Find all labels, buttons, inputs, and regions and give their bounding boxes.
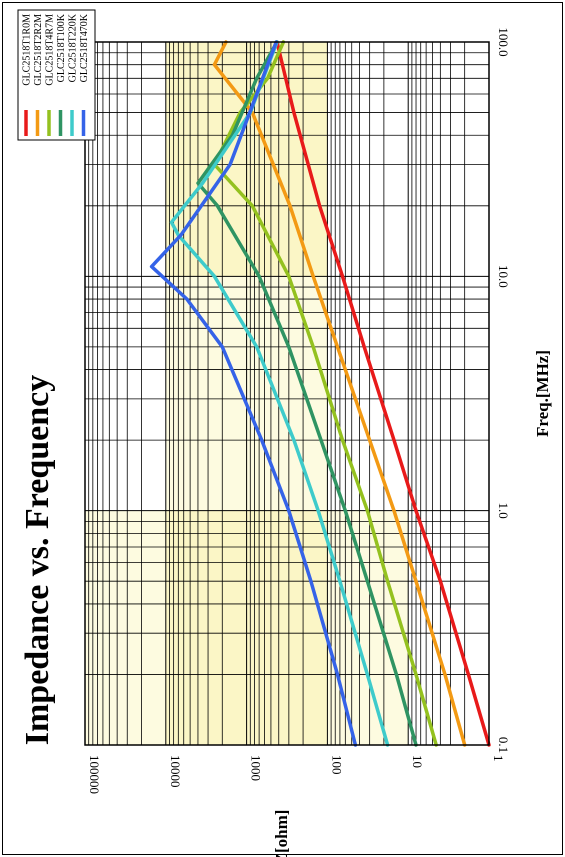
y-tick-label: 100 xyxy=(329,755,344,775)
x-tick-labels: 0.1 1.0 10.0 100.0 xyxy=(496,27,511,753)
series-line-glc2518t220k xyxy=(169,40,390,747)
y-tick-label: 100000 xyxy=(87,755,102,794)
chart-title: Impedance vs. Frequency xyxy=(19,375,56,746)
plot-border xyxy=(84,41,490,746)
y-tick-labels: 1 10 100 1000 10000 100000 xyxy=(87,755,506,794)
x-tick-label: 100.0 xyxy=(496,27,511,56)
series-line-glc2518t470k xyxy=(149,40,358,747)
series-line-glc2518t1r0m xyxy=(275,40,491,747)
y-tick-label: 10 xyxy=(410,755,425,768)
legend-label: GLC2518T4R7M xyxy=(45,14,56,86)
series-line-glc2518t2r2m xyxy=(212,40,467,747)
x-tick-label: 10.0 xyxy=(496,265,511,288)
x-tick-label: 1.0 xyxy=(496,503,511,519)
y-axis-title: Z[ohm] xyxy=(272,810,291,857)
legend-label: GLC2518T2R2M xyxy=(33,14,44,86)
series-lines xyxy=(149,40,491,747)
grid-lines xyxy=(85,42,490,746)
x-axis-title: Freq.[MHz] xyxy=(533,350,552,437)
legend-label: GLC2518T470K xyxy=(79,13,90,82)
y-tick-label: 10000 xyxy=(168,755,183,788)
legend: GLC2518T1R0M GLC2518T2R2M GLC2518T4R7M GLC2… xyxy=(17,9,96,141)
series-line-glc2518t100k xyxy=(196,40,418,747)
legend-label: GLC2518T220K xyxy=(68,13,79,82)
plot-area-group xyxy=(84,40,491,747)
y-tick-label: 1000 xyxy=(249,755,264,781)
y-tick-label: 1 xyxy=(491,755,506,762)
legend-label: GLC2518T1R0M xyxy=(22,14,33,86)
legend-label: GLC2518T100K xyxy=(56,13,67,82)
x-tick-label: 0.1 xyxy=(496,737,511,753)
